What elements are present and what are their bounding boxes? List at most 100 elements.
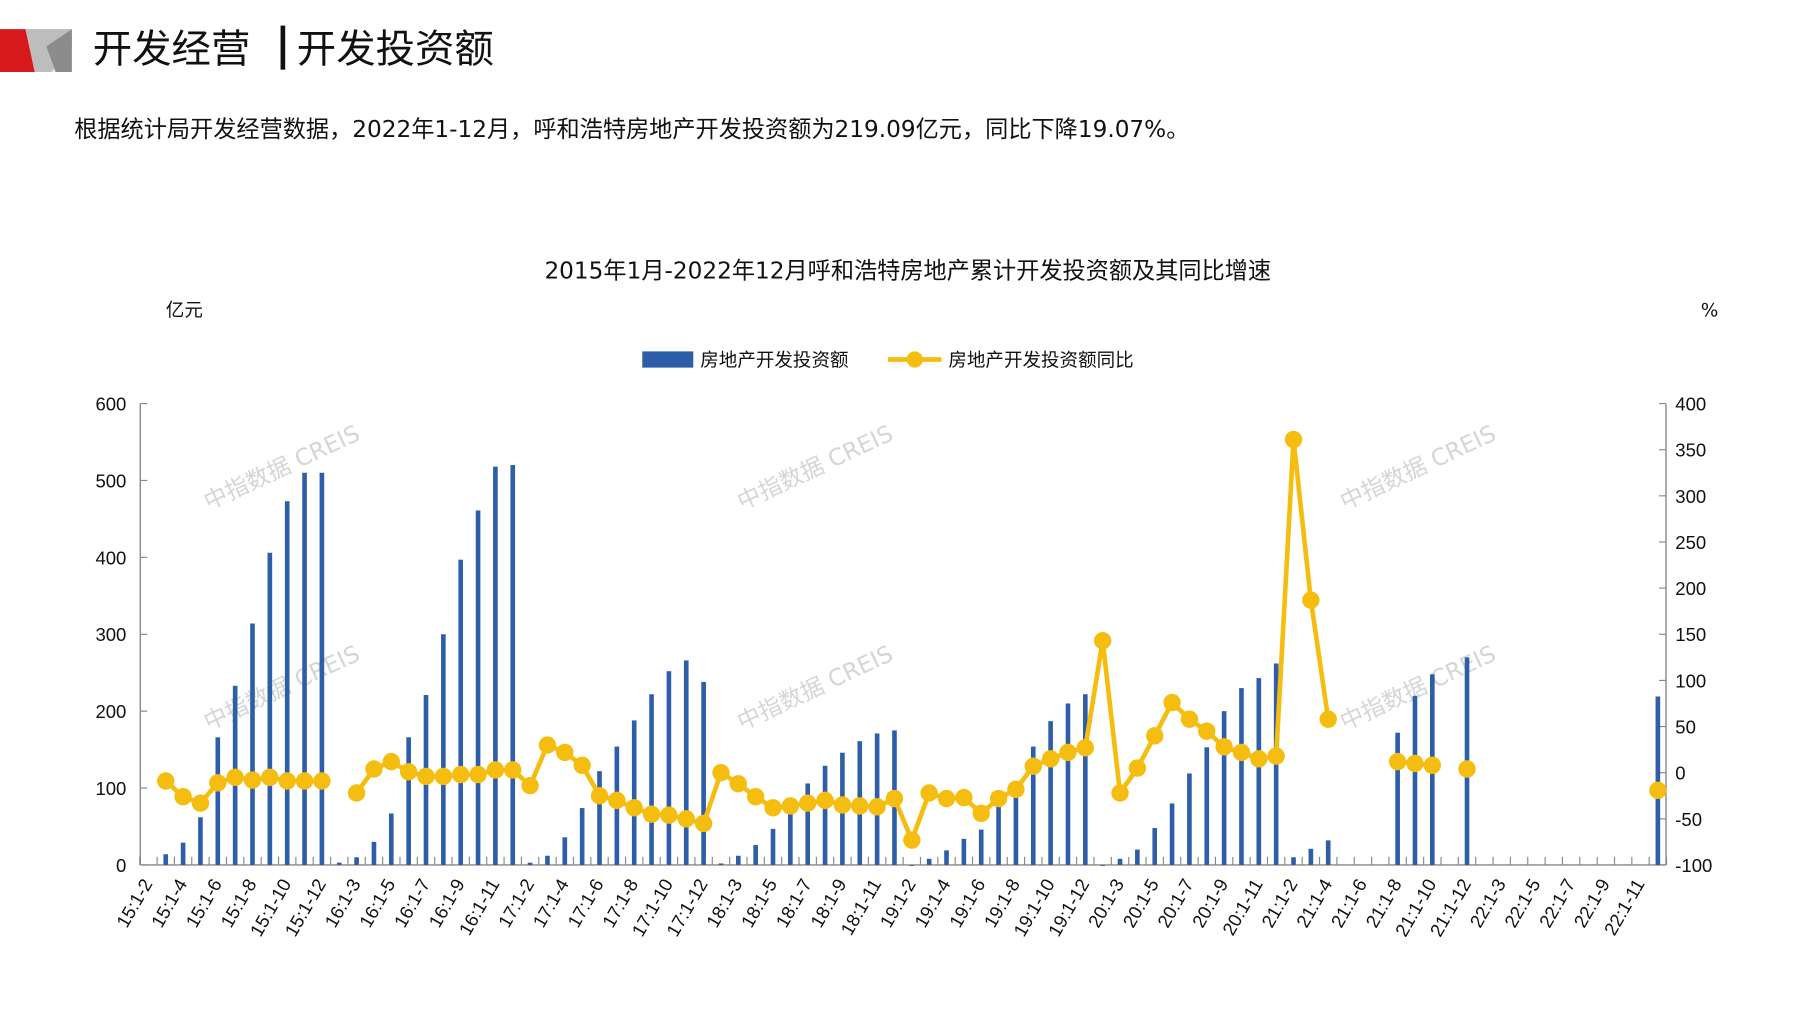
line-point — [729, 775, 748, 793]
line-point — [1128, 759, 1147, 777]
bar — [1117, 858, 1123, 865]
bar — [1048, 721, 1053, 865]
y2-tick-label: 350 — [1675, 440, 1706, 461]
bar — [735, 855, 741, 865]
line-point — [694, 814, 713, 833]
bar — [250, 623, 255, 865]
line-point — [1180, 710, 1199, 728]
brand-logo — [0, 29, 72, 72]
bar — [1325, 840, 1331, 865]
line-point — [851, 797, 869, 815]
line-point — [868, 798, 886, 816]
line-point — [660, 806, 678, 824]
bar — [198, 817, 203, 865]
line-point — [538, 736, 557, 754]
bar — [302, 472, 307, 865]
line-series — [157, 430, 1667, 849]
watermarks: 中指数据 CREIS 中指数据 CREIS 中指数据 CREIS 中指数据 CREIS… — [200, 420, 1500, 736]
bar — [1256, 678, 1262, 865]
legend-line-marker — [906, 351, 923, 368]
y-axis-label: 亿元 — [166, 301, 203, 322]
y2-tick-label: 250 — [1675, 532, 1706, 553]
bar — [1239, 688, 1244, 865]
watermark-text: 中指数据 CREIS — [200, 420, 364, 516]
line-point — [1163, 693, 1181, 712]
bar — [909, 864, 915, 866]
y2-tick-label: 150 — [1675, 624, 1706, 645]
line-point — [764, 799, 782, 817]
line-point — [920, 784, 938, 802]
bar — [753, 844, 758, 865]
bar — [319, 472, 325, 865]
bar — [1221, 711, 1227, 865]
bar — [683, 660, 689, 865]
line-point — [1198, 722, 1216, 740]
line-point — [989, 789, 1008, 808]
line-point — [590, 787, 609, 805]
bar — [475, 510, 481, 865]
bar — [1308, 848, 1314, 865]
line-point — [521, 776, 539, 795]
y-tick-label: 300 — [95, 624, 126, 645]
line-point — [1041, 750, 1060, 768]
bar — [336, 862, 342, 865]
bar — [579, 808, 585, 865]
line-point — [243, 771, 262, 789]
line-point — [625, 799, 643, 817]
line-point — [903, 831, 921, 849]
line-point — [174, 787, 192, 806]
bar — [371, 841, 377, 865]
axes: 0 100 200 300 400 500 600 -100 -50 0 50 100 150 200 25… — [95, 394, 1712, 876]
bar — [978, 829, 984, 865]
line-point — [1059, 743, 1077, 762]
y2-tick-label: 200 — [1675, 578, 1706, 599]
line-point — [382, 752, 400, 771]
bar — [649, 694, 654, 865]
line-point — [1007, 780, 1025, 799]
legend: 房地产开发投资额 房地产开发投资额同比 — [642, 350, 1134, 371]
line-point — [972, 804, 990, 822]
legend-bar-label: 房地产开发投资额 — [700, 350, 848, 371]
line-point — [486, 761, 505, 779]
bar — [822, 765, 828, 865]
line-point — [261, 768, 279, 787]
bar — [1152, 828, 1158, 865]
line-point — [1423, 756, 1442, 775]
bar — [493, 466, 498, 865]
line-point — [1319, 710, 1337, 728]
line-point — [1111, 784, 1129, 802]
line-point — [1024, 757, 1042, 775]
watermark-text: 中指数据 CREIS — [733, 640, 897, 736]
line-point — [677, 810, 695, 828]
bar — [441, 634, 446, 865]
line-point — [313, 772, 331, 790]
bar — [770, 828, 776, 865]
y2-tick-label: -100 — [1675, 855, 1712, 876]
bar — [1065, 703, 1071, 865]
line-point — [157, 772, 175, 790]
bar — [701, 681, 706, 865]
section-title: 开发经营 — [93, 27, 251, 73]
bar — [527, 862, 533, 865]
y-tick-label: 100 — [95, 778, 126, 799]
y2-tick-label: 300 — [1675, 486, 1706, 507]
line-point — [885, 789, 904, 808]
line-point — [209, 774, 227, 792]
line-point — [608, 791, 626, 810]
watermark-text: 中指数据 CREIS — [200, 640, 364, 736]
bar — [718, 863, 724, 865]
line-point — [365, 760, 383, 778]
line-point — [1649, 781, 1667, 799]
line-point — [573, 756, 591, 775]
line-point — [226, 768, 244, 787]
line-point — [1406, 754, 1424, 773]
line-point — [278, 772, 296, 790]
bar — [458, 559, 464, 865]
line-point — [1284, 430, 1303, 449]
x-tick-labels: 15:1-215:1-415:1-615:1-815:1-1015:1-1216… — [112, 875, 1649, 940]
line-point — [1302, 591, 1320, 609]
chart-title: 2015年1月-2022年12月呼和浩特房地产累计开发投资额及其同比增速 — [544, 257, 1271, 284]
line-point — [434, 767, 453, 786]
bar — [1655, 696, 1661, 865]
bar — [1100, 864, 1105, 866]
